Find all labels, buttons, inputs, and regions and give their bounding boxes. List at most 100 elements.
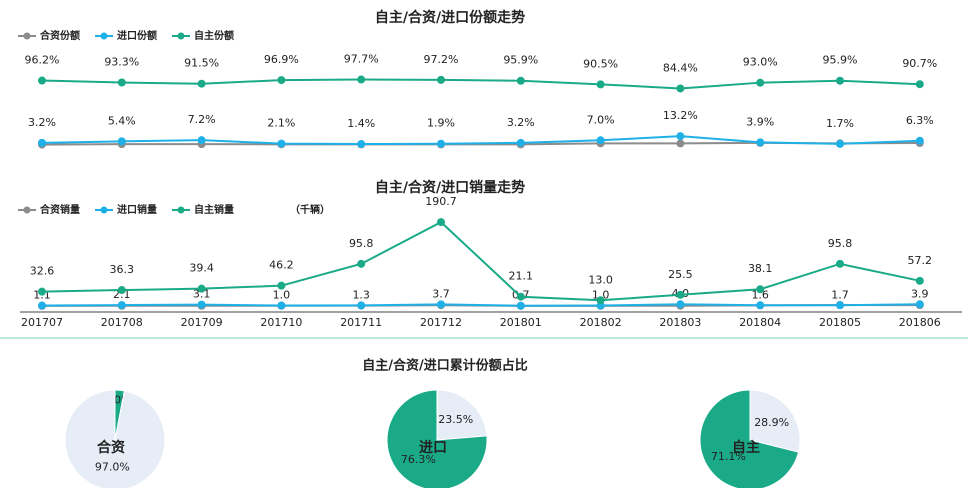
legend-label: 合资份额 — [39, 29, 80, 42]
data-point — [915, 276, 924, 285]
data-point — [836, 76, 844, 85]
data-point — [596, 136, 605, 145]
data-point — [357, 301, 366, 310]
data-label: 95.9% — [823, 54, 858, 67]
data-label: 39.4 — [189, 262, 214, 275]
legend-label: 合资销量 — [39, 203, 80, 216]
data-point — [596, 296, 605, 305]
data-label: 190.7 — [425, 195, 457, 208]
x-tick-label: 201806 — [899, 316, 941, 329]
data-label: 7.0% — [587, 113, 615, 126]
data-point — [516, 292, 525, 301]
legend-dot — [177, 206, 185, 214]
data-label: 25.5 — [668, 268, 693, 281]
data-label: 95.8 — [828, 237, 853, 250]
data-point — [117, 137, 126, 146]
data-label: 95.9% — [503, 54, 538, 67]
data-point — [836, 301, 844, 310]
data-point — [516, 301, 525, 310]
pie-center-label: 合资 — [97, 439, 125, 456]
data-label: 84.4% — [663, 61, 698, 74]
data-label: 13.0 — [588, 273, 613, 286]
data-label: 3.2% — [507, 116, 535, 129]
x-tick-label: 201712 — [420, 316, 462, 329]
data-label: 38.1 — [748, 262, 773, 275]
x-tick-label: 201711 — [340, 316, 382, 329]
slice-label: 28.9% — [754, 416, 789, 429]
data-point — [277, 76, 286, 85]
data-point — [197, 79, 206, 88]
data-label: 1.4% — [347, 117, 375, 130]
data-point — [836, 259, 844, 268]
data-label: 96.2% — [25, 54, 60, 67]
legend-label: 进口销量 — [117, 203, 157, 216]
data-point — [38, 301, 46, 310]
data-label: 97.2% — [424, 53, 459, 66]
data-label: 7.2% — [188, 113, 216, 126]
pie-center-label: 自主 — [732, 439, 760, 456]
data-point — [915, 300, 924, 309]
data-label: 93.3% — [104, 55, 139, 68]
data-label: 1.0 — [273, 289, 291, 302]
series-line — [41, 303, 920, 307]
chart-title: 自主/合资/进口份额走势 — [375, 9, 525, 26]
data-point — [596, 80, 605, 89]
data-point — [437, 75, 445, 84]
data-label: 1.7% — [826, 117, 854, 130]
pie-slice — [386, 389, 488, 488]
data-label: 1.9% — [427, 117, 455, 130]
data-point — [676, 290, 685, 299]
data-point — [38, 287, 46, 296]
data-label: 13.2% — [663, 109, 698, 122]
pie-slice — [64, 389, 166, 488]
data-point — [357, 75, 366, 84]
data-label: 3.1 — [193, 288, 211, 301]
data-label: 3.9% — [746, 115, 774, 128]
data-point — [676, 139, 685, 148]
data-point — [836, 139, 844, 148]
data-point — [437, 300, 445, 309]
data-point — [756, 301, 765, 310]
x-tick-label: 201710 — [260, 316, 302, 329]
data-point — [277, 281, 286, 290]
data-point — [676, 300, 685, 309]
x-tick-label: 201804 — [739, 316, 781, 329]
series-line — [41, 135, 920, 146]
data-label: 3.7 — [432, 287, 450, 300]
data-point — [117, 286, 126, 295]
legend-dot — [100, 206, 108, 214]
data-point — [915, 80, 924, 89]
data-point — [516, 76, 525, 85]
data-label: 90.7% — [902, 57, 937, 70]
data-label: 6.3% — [906, 114, 934, 127]
data-label: 57.2 — [908, 254, 933, 267]
data-label: 95.8 — [349, 237, 374, 250]
data-label: 93.0% — [743, 56, 778, 69]
pie-slice — [749, 389, 801, 453]
data-point — [516, 138, 525, 147]
data-point — [756, 138, 765, 147]
chart-title: 自主/合资/进口累计份额占比 — [362, 358, 528, 374]
data-point — [357, 140, 366, 149]
pie-center-label: 进口 — [419, 440, 447, 456]
data-point — [277, 139, 286, 148]
x-tick-label: 201709 — [181, 316, 223, 329]
chart-title: 自主/合资/进口销量走势 — [375, 179, 525, 196]
data-point — [676, 132, 685, 141]
legend-dot — [23, 32, 31, 40]
data-label: 1.3 — [352, 288, 370, 301]
slice-label: 97.0% — [95, 460, 130, 473]
legend-label: 进口份额 — [117, 29, 157, 42]
data-point — [357, 259, 366, 268]
data-point — [676, 84, 685, 93]
data-label: 1.6 — [751, 288, 769, 301]
data-point — [117, 78, 126, 87]
slice-label: 76.3% — [401, 453, 436, 466]
data-point — [117, 301, 126, 310]
series-line — [41, 220, 921, 302]
legend-label: 自主份额 — [194, 29, 234, 42]
data-label: 2.1 — [113, 288, 131, 301]
data-label: 1.7 — [831, 288, 849, 301]
data-point — [38, 76, 46, 85]
